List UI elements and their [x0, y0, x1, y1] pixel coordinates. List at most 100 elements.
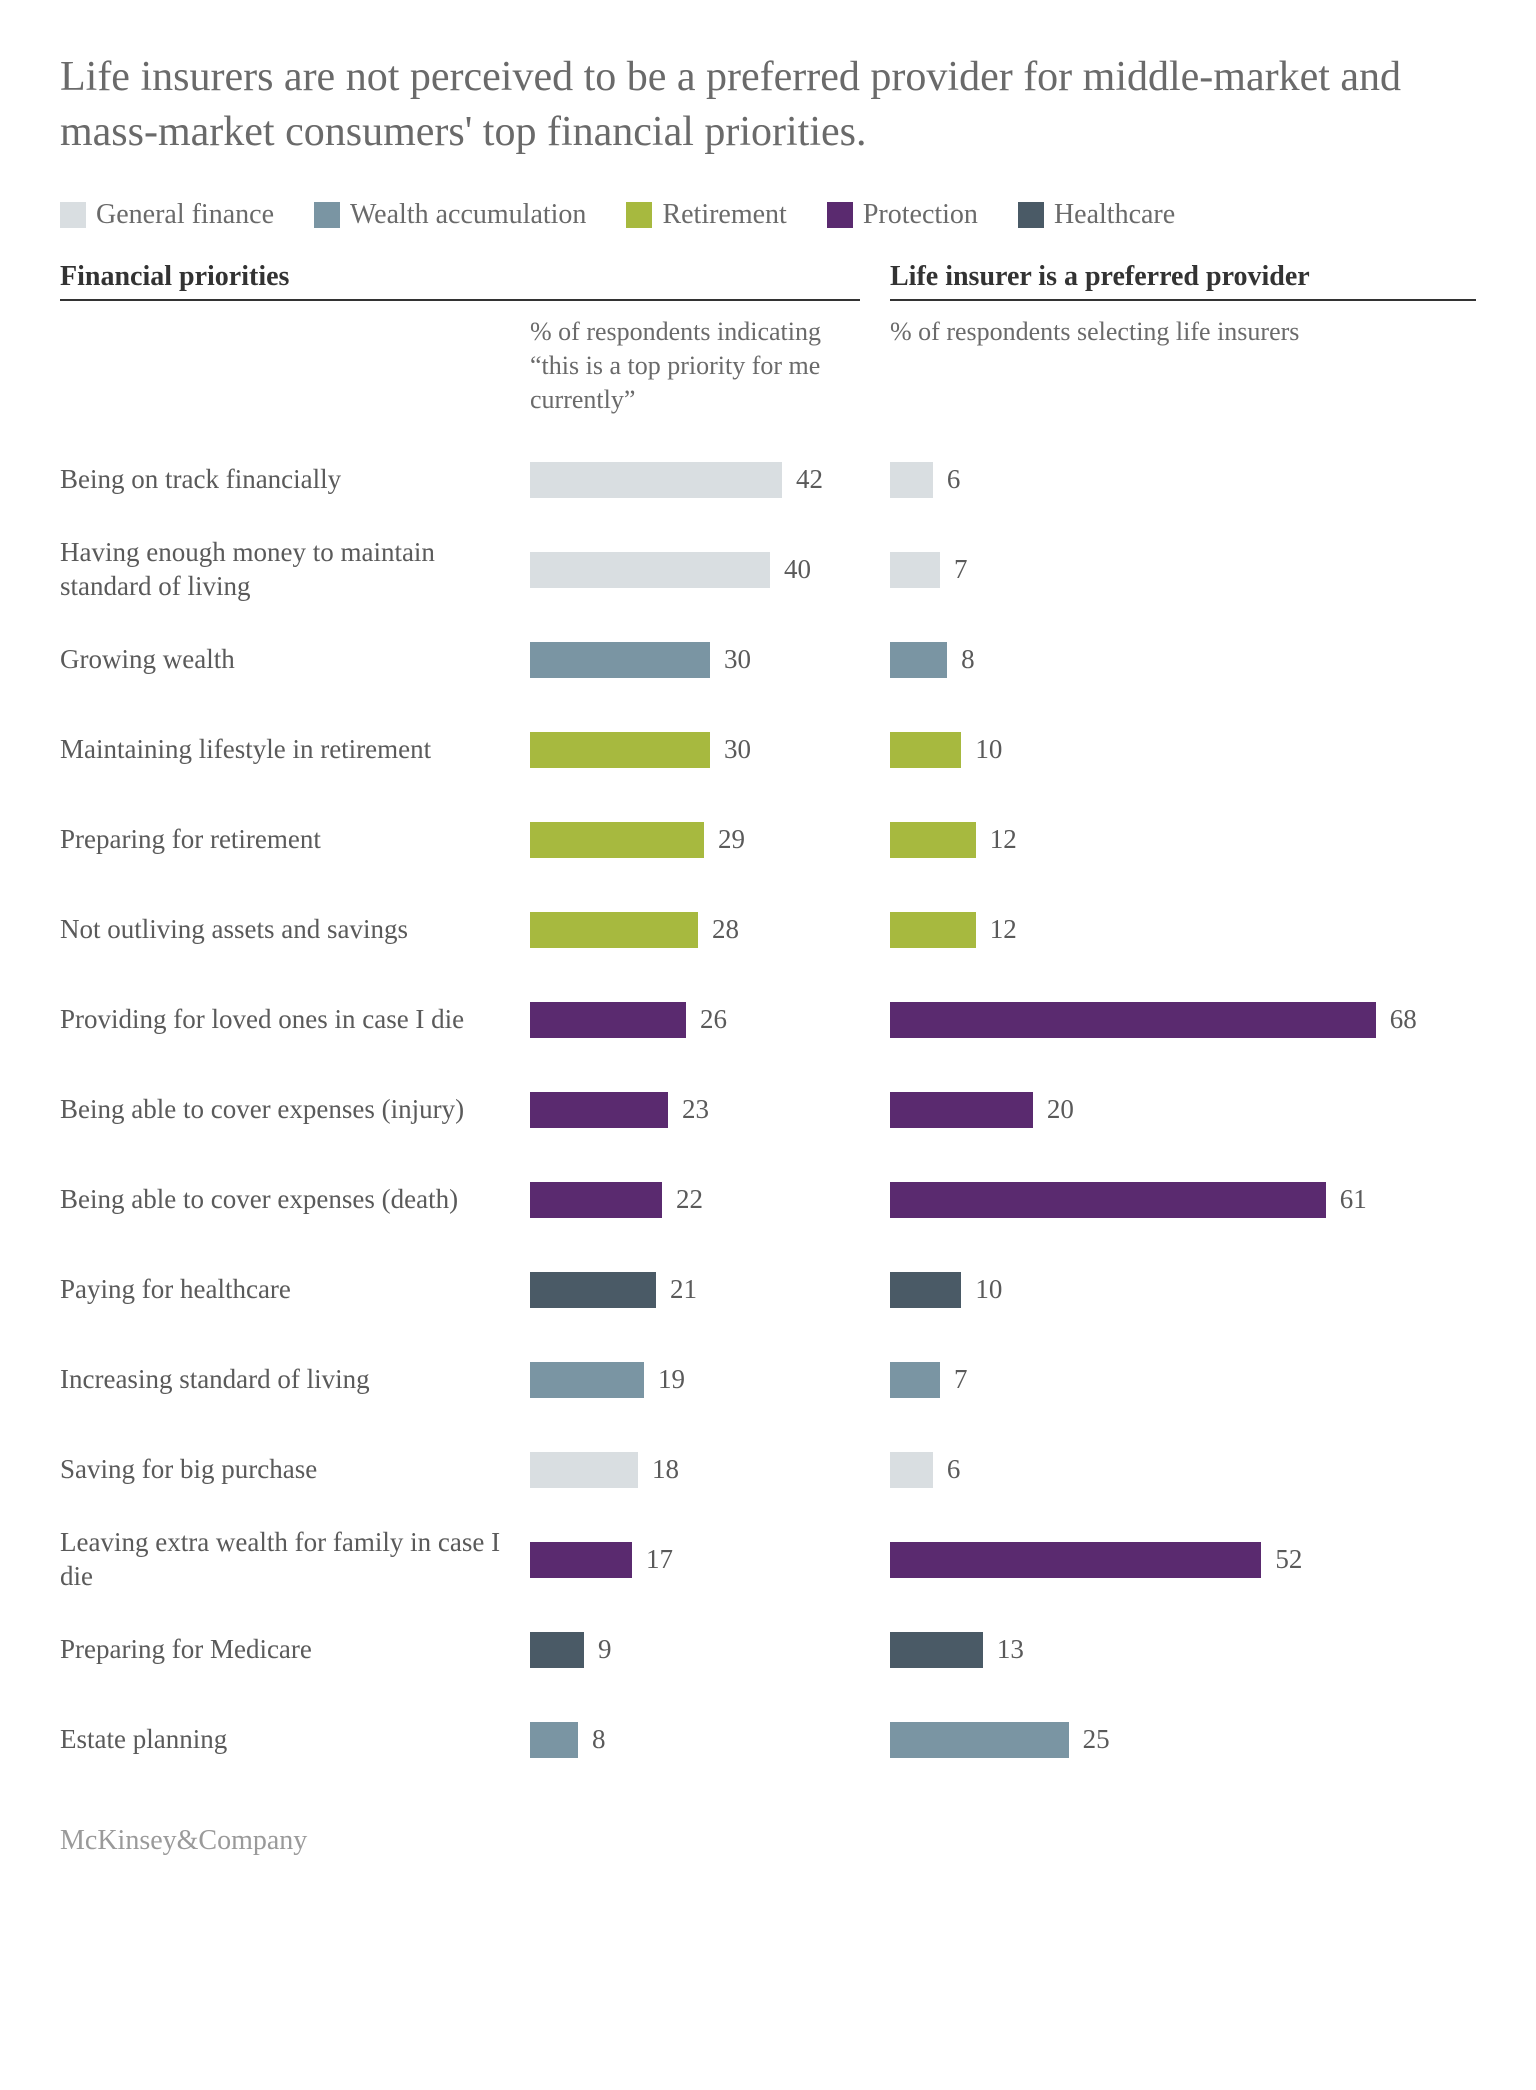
bar-value-preferred: 25 — [1083, 1724, 1110, 1755]
bar-area-priorities: 40 — [530, 552, 860, 588]
bar-area-preferred: 8 — [890, 642, 1476, 678]
chart-row: Leaving extra wealth for family in case … — [60, 1515, 1476, 1605]
legend-item-healthcare: Healthcare — [1018, 199, 1175, 231]
bar-priorities — [530, 1542, 632, 1578]
bar-area-preferred: 52 — [890, 1542, 1476, 1578]
bar-value-priorities: 26 — [700, 1004, 727, 1035]
chart-title: Life insurers are not perceived to be a … — [60, 50, 1476, 159]
bar-value-priorities: 30 — [724, 734, 751, 765]
chart-row: Growing wealth 30 8 — [60, 615, 1476, 705]
row-label: Providing for loved ones in case I die — [60, 1003, 530, 1037]
bar-area-preferred: 10 — [890, 1272, 1476, 1308]
row-label: Being able to cover expenses (injury) — [60, 1093, 530, 1127]
chart-row: Estate planning 8 25 — [60, 1695, 1476, 1785]
bar-preferred — [890, 1722, 1069, 1758]
row-label: Estate planning — [60, 1723, 530, 1757]
bar-area-priorities: 30 — [530, 732, 860, 768]
bar-area-priorities: 9 — [530, 1632, 860, 1668]
bar-priorities — [530, 552, 770, 588]
bar-value-preferred: 13 — [997, 1634, 1024, 1665]
legend-swatch — [60, 202, 86, 228]
row-label: Having enough money to maintain standard… — [60, 536, 530, 604]
bar-value-preferred: 7 — [954, 554, 968, 585]
bar-priorities — [530, 732, 710, 768]
bar-value-preferred: 6 — [947, 464, 961, 495]
bar-value-priorities: 19 — [658, 1364, 685, 1395]
bar-value-priorities: 18 — [652, 1454, 679, 1485]
legend-swatch — [626, 202, 652, 228]
row-label: Paying for healthcare — [60, 1273, 530, 1307]
bar-priorities — [530, 1272, 656, 1308]
bar-area-priorities: 18 — [530, 1452, 860, 1488]
legend-item-retirement: Retirement — [626, 199, 786, 231]
chart-row: Preparing for Medicare913 — [60, 1605, 1476, 1695]
bar-priorities — [530, 1092, 668, 1128]
bar-value-preferred: 10 — [975, 1274, 1002, 1305]
bar-area-preferred: 68 — [890, 1002, 1476, 1038]
bar-priorities — [530, 912, 698, 948]
bar-value-preferred: 61 — [1340, 1184, 1367, 1215]
bar-value-preferred: 52 — [1275, 1544, 1302, 1575]
row-label: Preparing for retirement — [60, 823, 530, 857]
bar-value-priorities: 8 — [592, 1724, 606, 1755]
bar-area-priorities: 42 — [530, 462, 860, 498]
bar-value-priorities: 23 — [682, 1094, 709, 1125]
bar-preferred — [890, 1092, 1033, 1128]
bar-area-preferred: 25 — [890, 1722, 1476, 1758]
bar-preferred — [890, 732, 961, 768]
bar-area-preferred: 7 — [890, 1362, 1476, 1398]
chart-row: Providing for loved ones in case I die 26… — [60, 975, 1476, 1065]
bar-value-priorities: 29 — [718, 824, 745, 855]
bar-area-priorities: 22 — [530, 1182, 860, 1218]
chart-row: Being on track financially 42 6 — [60, 435, 1476, 525]
bar-area-priorities: 23 — [530, 1092, 860, 1128]
bar-value-preferred: 7 — [954, 1364, 968, 1395]
bar-preferred — [890, 1452, 933, 1488]
bar-value-preferred: 68 — [1390, 1004, 1417, 1035]
bar-value-priorities: 30 — [724, 644, 751, 675]
bar-preferred — [890, 1542, 1261, 1578]
bar-area-preferred: 12 — [890, 912, 1476, 948]
col-header-right: Life insurer is a preferred provider — [890, 261, 1476, 301]
bar-value-preferred: 8 — [961, 644, 975, 675]
bar-area-preferred: 7 — [890, 552, 1476, 588]
bar-area-priorities: 26 — [530, 1002, 860, 1038]
bar-value-priorities: 17 — [646, 1544, 673, 1575]
bar-value-priorities: 22 — [676, 1184, 703, 1215]
bar-priorities — [530, 1722, 578, 1758]
bar-preferred — [890, 552, 940, 588]
bar-area-priorities: 28 — [530, 912, 860, 948]
chart-row: Being able to cover expenses (injury)232… — [60, 1065, 1476, 1155]
bar-value-priorities: 21 — [670, 1274, 697, 1305]
bar-value-priorities: 28 — [712, 914, 739, 945]
bar-area-priorities: 8 — [530, 1722, 860, 1758]
legend-item-general_finance: General finance — [60, 199, 274, 231]
row-label: Growing wealth — [60, 643, 530, 677]
chart-row: Paying for healthcare 21 10 — [60, 1245, 1476, 1335]
bar-preferred — [890, 1272, 961, 1308]
column-subheaders: % of respondents indicating “this is a t… — [60, 305, 1476, 416]
bar-value-preferred: 10 — [975, 734, 1002, 765]
bar-area-preferred: 61 — [890, 1182, 1476, 1218]
legend-swatch — [1018, 202, 1044, 228]
bar-priorities — [530, 1182, 662, 1218]
bar-value-priorities: 42 — [796, 464, 823, 495]
row-label: Being on track financially — [60, 463, 530, 497]
sub-header-spacer — [60, 305, 530, 416]
legend-swatch — [314, 202, 340, 228]
sub-header-right: % of respondents selecting life insurers — [890, 305, 1476, 416]
chart-row: Increasing standard of living197 — [60, 1335, 1476, 1425]
bar-priorities — [530, 1632, 584, 1668]
bar-area-preferred: 13 — [890, 1632, 1476, 1668]
bar-preferred — [890, 642, 947, 678]
bar-priorities — [530, 1002, 686, 1038]
row-label: Saving for big purchase — [60, 1453, 530, 1487]
bar-preferred — [890, 462, 933, 498]
chart-rows: Being on track financially 42 6 Having enou… — [60, 435, 1476, 1785]
legend-label: Healthcare — [1054, 199, 1175, 231]
legend-label: Protection — [863, 199, 978, 231]
bar-preferred — [890, 822, 976, 858]
bar-area-priorities: 30 — [530, 642, 860, 678]
chart-row: Not outliving assets and savings2812 — [60, 885, 1476, 975]
bar-value-preferred: 12 — [990, 914, 1017, 945]
